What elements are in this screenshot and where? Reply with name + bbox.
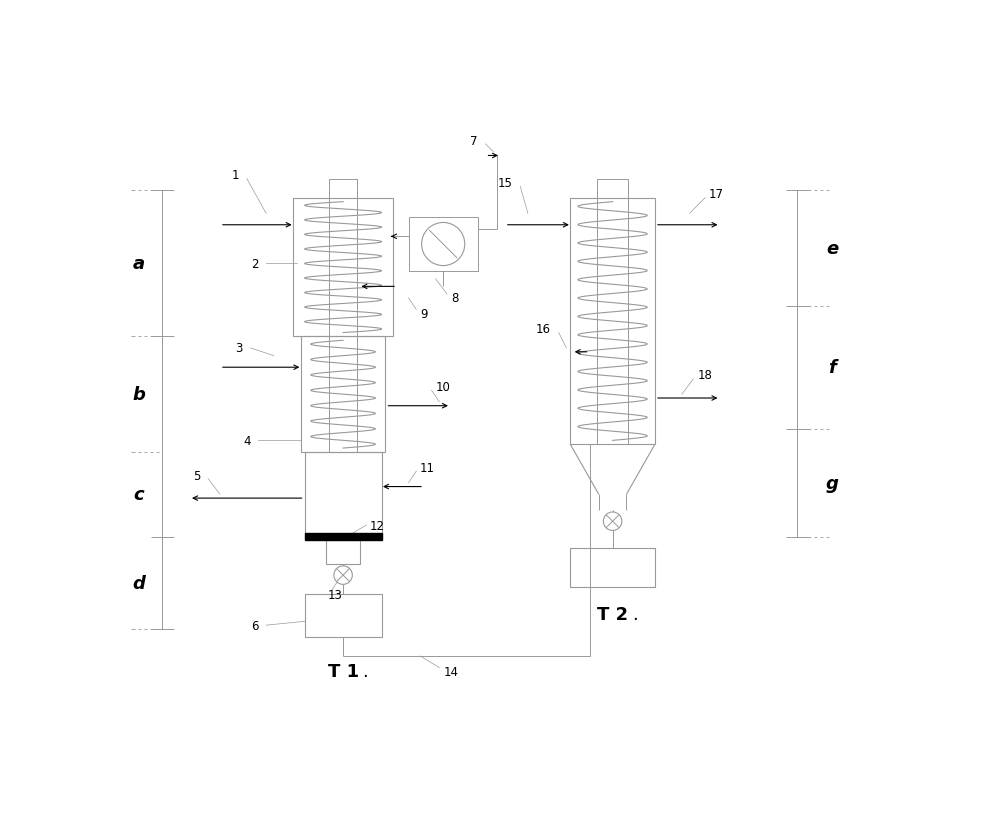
Text: b: b [133,386,145,404]
Bar [305,595,382,637]
Text: 17: 17 [709,188,724,201]
Text: T 1: T 1 [328,662,359,681]
Text: f: f [828,359,836,377]
Text: .: . [632,605,638,623]
Bar [301,337,385,452]
Text: 2: 2 [251,258,258,271]
Bar [305,533,382,541]
Bar [329,180,357,199]
Circle shape [422,224,465,267]
Bar [570,199,655,445]
Bar [570,548,655,587]
Bar [305,452,382,537]
Text: 12: 12 [370,519,385,532]
Text: 14: 14 [443,665,458,678]
Text: g: g [826,474,838,492]
Bar [597,180,628,199]
Bar [326,541,360,564]
Text: d: d [133,574,145,592]
Text: 1: 1 [232,169,239,182]
Text: 16: 16 [536,323,551,336]
Text: 18: 18 [697,369,712,382]
Text: 10: 10 [436,381,450,393]
Text: 9: 9 [420,307,428,320]
Text: 5: 5 [193,469,201,482]
Bar [409,218,478,272]
Text: 6: 6 [251,619,258,632]
Text: a: a [133,255,145,273]
Text: 7: 7 [470,134,478,147]
Text: e: e [826,239,838,258]
Text: 8: 8 [451,292,458,305]
Circle shape [334,566,352,585]
Circle shape [603,513,622,531]
Text: 15: 15 [498,176,512,190]
Text: 13: 13 [328,588,343,601]
Text: 4: 4 [243,435,251,447]
Text: 11: 11 [420,461,435,474]
Text: T 2: T 2 [597,605,628,623]
Bar [293,199,393,337]
Text: c: c [134,486,144,503]
Text: 3: 3 [236,342,243,355]
Text: .: . [362,662,368,681]
